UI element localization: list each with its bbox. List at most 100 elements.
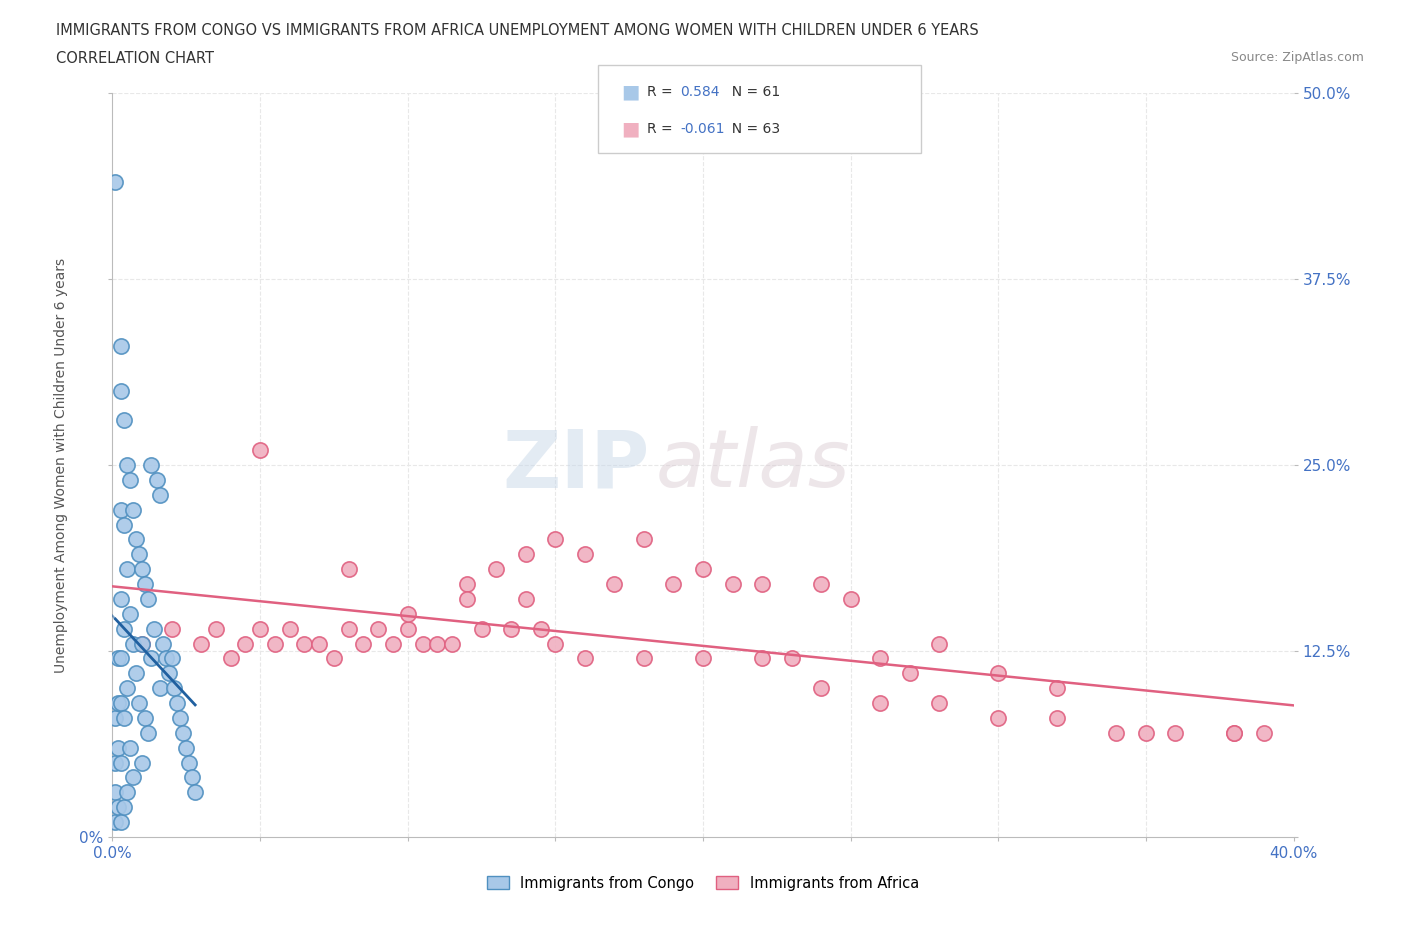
Point [603, 577, 626, 591]
Point [515, 591, 537, 606]
Point [574, 651, 596, 666]
Point [426, 636, 449, 651]
Point [692, 651, 714, 666]
Point [633, 651, 655, 666]
Point [160, 651, 183, 666]
Point [485, 562, 508, 577]
Point [134, 711, 156, 725]
Point [142, 621, 165, 636]
Point [112, 800, 135, 815]
Point [869, 696, 891, 711]
Point [337, 562, 360, 577]
Point [396, 606, 419, 621]
Point [134, 577, 156, 591]
Point [136, 725, 159, 740]
Point [190, 636, 212, 651]
Point [367, 621, 389, 636]
Point [104, 815, 127, 830]
Y-axis label: Unemployment Among Women with Children Under 6 years: Unemployment Among Women with Children U… [53, 258, 67, 672]
Point [152, 636, 174, 651]
Point [122, 502, 145, 517]
Point [292, 636, 315, 651]
Point [382, 636, 405, 651]
Text: ■: ■ [621, 83, 640, 101]
Text: IMMIGRANTS FROM CONGO VS IMMIGRANTS FROM AFRICA UNEMPLOYMENT AMONG WOMEN WITH CH: IMMIGRANTS FROM CONGO VS IMMIGRANTS FROM… [56, 23, 979, 38]
Point [501, 621, 523, 636]
Point [278, 621, 301, 636]
Point [110, 591, 132, 606]
Point [308, 636, 330, 651]
Point [869, 651, 891, 666]
Point [128, 547, 150, 562]
Point [131, 636, 153, 651]
Point [515, 547, 537, 562]
Point [780, 651, 803, 666]
Text: ■: ■ [621, 120, 640, 139]
Point [810, 681, 832, 696]
Point [810, 577, 832, 591]
Point [470, 621, 494, 636]
Point [125, 666, 148, 681]
Point [396, 621, 419, 636]
Point [529, 621, 551, 636]
Text: ZIP: ZIP [502, 426, 650, 504]
Point [128, 696, 150, 711]
Point [184, 785, 207, 800]
Point [633, 532, 655, 547]
Point [112, 413, 135, 428]
Point [1135, 725, 1157, 740]
Point [233, 636, 256, 651]
Point [249, 443, 271, 458]
Point [110, 696, 132, 711]
Text: 0.584: 0.584 [681, 85, 720, 99]
Point [110, 339, 132, 353]
Point [110, 383, 132, 398]
Point [441, 636, 464, 651]
Point [107, 696, 129, 711]
Point [323, 651, 346, 666]
Point [1253, 725, 1275, 740]
Point [169, 711, 191, 725]
Point [112, 711, 135, 725]
Text: R =: R = [647, 85, 676, 99]
Point [337, 621, 360, 636]
Point [662, 577, 685, 591]
Point [107, 800, 129, 815]
Point [131, 636, 153, 651]
Point [122, 770, 145, 785]
Point [157, 666, 180, 681]
Point [120, 740, 142, 755]
Point [456, 591, 478, 606]
Point [112, 621, 135, 636]
Point [117, 562, 138, 577]
Point [112, 517, 135, 532]
Point [181, 770, 204, 785]
Text: Source: ZipAtlas.com: Source: ZipAtlas.com [1230, 51, 1364, 64]
Point [219, 651, 242, 666]
Point [110, 502, 132, 517]
Point [751, 651, 773, 666]
Point [110, 755, 132, 770]
Point [104, 755, 127, 770]
Point [131, 755, 153, 770]
Point [122, 636, 145, 651]
Point [131, 562, 153, 577]
Point [1046, 681, 1069, 696]
Point [1105, 725, 1128, 740]
Point [264, 636, 287, 651]
Point [117, 681, 138, 696]
Point [352, 636, 374, 651]
Point [125, 532, 148, 547]
Point [117, 458, 138, 472]
Point [179, 755, 201, 770]
Text: CORRELATION CHART: CORRELATION CHART [56, 51, 214, 66]
Point [574, 547, 596, 562]
Point [139, 458, 162, 472]
Point [155, 651, 177, 666]
Point [110, 815, 132, 830]
Point [205, 621, 228, 636]
Point [898, 666, 921, 681]
Point [1223, 725, 1246, 740]
Point [692, 562, 714, 577]
Point [149, 681, 172, 696]
